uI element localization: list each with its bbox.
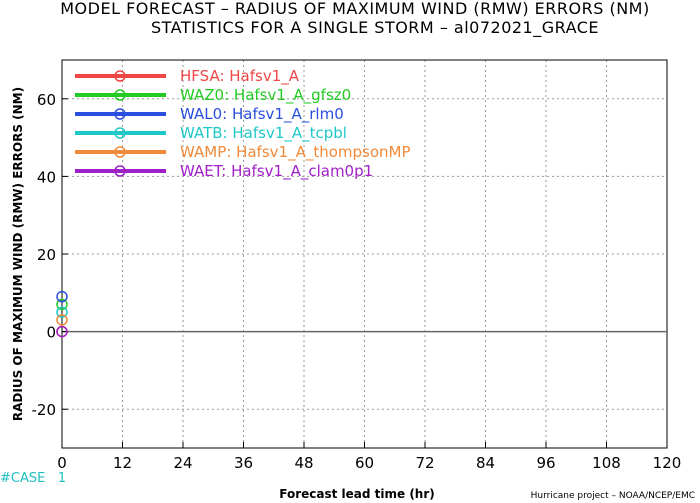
data-point: [56, 290, 68, 303]
legend-marker: [114, 146, 126, 158]
x-tick-label: 120: [653, 454, 682, 472]
x-tick-label: 24: [173, 454, 192, 472]
x-tick-label: 0: [57, 454, 67, 472]
data-point: [56, 298, 68, 311]
credit-text: Hurricane project – NOAA/NCEP/EMC: [531, 491, 695, 501]
x-tick-label: 36: [234, 454, 253, 472]
y-tick-label: 40: [37, 168, 56, 186]
data-point: [56, 314, 68, 326]
y-axis-label: RADIUS OF MAXIMUM WIND (RMW) ERRORS (NM): [11, 87, 25, 421]
data-point: [56, 325, 68, 338]
x-tick-label: 84: [476, 454, 495, 472]
legend-label: WAZ0: Hafsv1_A_gfsz0: [180, 86, 351, 105]
data-point: [56, 306, 68, 318]
y-tick-label: -20: [32, 401, 57, 419]
chart-title: MODEL FORECAST – RADIUS OF MAXIMUM WIND …: [60, 0, 649, 18]
case-counts: 1: [58, 471, 66, 486]
legend-marker: [114, 165, 126, 177]
data-markers: [56, 290, 68, 338]
y-tick-label: 0: [46, 324, 56, 342]
x-axis-label: Forecast lead time (hr): [279, 487, 435, 501]
x-tick-label: 108: [592, 454, 621, 472]
case-count: 1: [58, 471, 66, 486]
legend-label: WAMP: Hafsv1_A_thompsonMP: [180, 143, 411, 162]
y-tick-label: 20: [37, 246, 56, 264]
legend-label: WAET: Hafsv1_A_clam0p1: [180, 162, 373, 181]
y-axis-ticks: -20 0 20 40 60: [32, 91, 68, 419]
chart-subtitle: STATISTICS FOR A SINGLE STORM – al072021…: [151, 18, 599, 38]
legend-marker: [114, 70, 126, 82]
x-tick-label: 12: [113, 454, 132, 472]
legend-marker: [114, 108, 126, 120]
y-tick-label: 60: [37, 91, 56, 109]
x-axis-ticks: 0 12 24 36 48 60 72 84 96 108 120: [57, 442, 681, 472]
x-tick-label: 60: [355, 454, 374, 472]
x-tick-label: 48: [294, 454, 313, 472]
grid: [62, 60, 667, 448]
x-tick-label: 72: [415, 454, 434, 472]
legend-label: HFSA: Hafsv1_A: [180, 67, 300, 86]
legend-marker: [114, 127, 126, 139]
legend-label: WAL0: Hafsv1_A_rlm0: [180, 105, 344, 124]
legend-marker: [114, 89, 126, 101]
legend-label: WATB: Hafsv1_A_tcpbl: [180, 124, 347, 143]
x-tick-label: 96: [536, 454, 555, 472]
case-label: #CASE: [0, 471, 45, 486]
